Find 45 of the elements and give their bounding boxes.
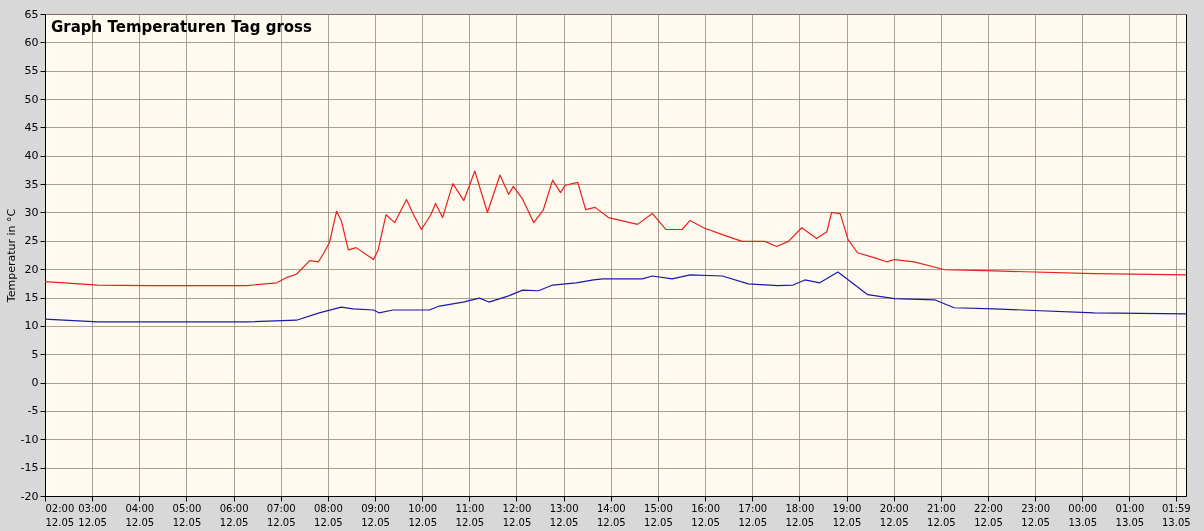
x-tick-label: 14:00 12.05 [596, 502, 626, 528]
x-tick-label: 01:59 13.05 [1161, 502, 1191, 528]
x-tick-label: 05:00 12.05 [172, 502, 202, 528]
y-tick-label: 65 [24, 7, 39, 21]
y-tick-label: -5 [27, 404, 39, 418]
x-tick-label: 11:00 12.05 [455, 502, 485, 528]
y-tick-label: 10 [24, 319, 39, 333]
y-tick-label: 45 [24, 120, 39, 134]
x-tick-label: 07:00 12.05 [266, 502, 296, 528]
y-tick-label: -10 [20, 432, 39, 446]
x-tick-label: 10:00 12.05 [408, 502, 438, 528]
x-tick-label: 04:00 12.05 [125, 502, 155, 528]
x-tick-label: 02:00 12.05 [45, 502, 75, 528]
x-tick-label: 12:00 12.05 [502, 502, 532, 528]
y-tick-label: 35 [24, 177, 39, 191]
x-tick-label: 08:00 12.05 [313, 502, 343, 528]
y-tick-label: 25 [24, 234, 39, 248]
x-tick-label: 03:00 12.05 [78, 502, 108, 528]
y-tick-label: 15 [24, 291, 39, 305]
x-tick-label: 17:00 12.05 [738, 502, 768, 528]
x-tick-label: 22:00 12.05 [974, 502, 1003, 528]
x-tick-label: 20:00 12.05 [879, 502, 909, 528]
y-tick-label: 40 [24, 149, 39, 163]
x-tick-label: 15:00 12.05 [644, 502, 673, 528]
y-tick-label: 0 [31, 376, 39, 390]
y-tick-label: -20 [20, 489, 39, 503]
x-tick-label: 19:00 12.05 [832, 502, 862, 528]
y-tick-label: 60 [24, 35, 39, 49]
y-tick-label: 30 [24, 205, 39, 219]
x-tick-label: 13:00 12.05 [549, 502, 579, 528]
y-tick-label: 55 [24, 64, 39, 78]
y-tick-label: 50 [24, 92, 39, 106]
chart-title: Graph Temperaturen Tag gross [51, 18, 313, 36]
x-tick-label: 01:00 13.05 [1115, 502, 1145, 528]
x-tick-label: 18:00 12.05 [785, 502, 815, 528]
y-tick-label: 5 [31, 347, 39, 361]
y-tick-label: -15 [20, 461, 39, 475]
x-tick-label: 21:00 12.05 [926, 502, 956, 528]
x-tick-label: 00:00 13.05 [1068, 502, 1098, 528]
x-tick-label: 16:00 12.05 [691, 502, 720, 528]
x-tick-label: 06:00 12.05 [219, 502, 249, 528]
x-tick-label: 09:00 12.05 [361, 502, 390, 528]
y-axis-title: Temperatur in °C [4, 208, 18, 304]
y-tick-label: 20 [24, 262, 39, 276]
x-tick-label: 23:00 12.05 [1021, 502, 1051, 528]
